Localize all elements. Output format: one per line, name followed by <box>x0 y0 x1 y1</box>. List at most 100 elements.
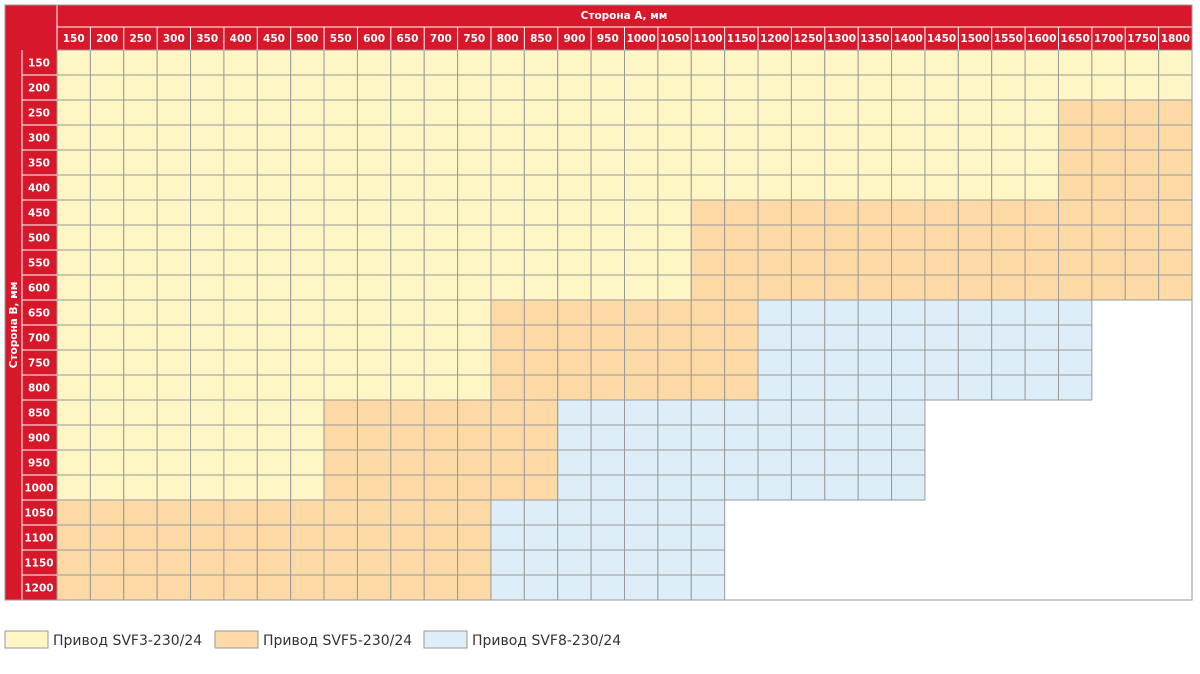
cell <box>190 324 225 351</box>
cell <box>891 449 926 476</box>
cell <box>256 499 292 526</box>
cell <box>757 249 792 276</box>
cell <box>290 49 325 76</box>
cell <box>1024 374 1059 401</box>
cell <box>724 49 759 76</box>
cell <box>457 249 492 276</box>
cell <box>624 124 659 151</box>
cell <box>156 399 192 426</box>
column-label: 1100 <box>693 33 722 45</box>
cell <box>290 74 325 101</box>
cell <box>523 224 559 251</box>
cell <box>356 124 392 151</box>
column-label: 1400 <box>894 33 923 45</box>
cell <box>190 574 225 601</box>
cell <box>423 549 459 576</box>
cell <box>1024 199 1059 226</box>
cell <box>156 549 192 576</box>
cell <box>757 224 792 251</box>
cell <box>824 174 859 201</box>
cell <box>1091 49 1126 76</box>
cell <box>256 349 292 376</box>
cell <box>590 499 626 526</box>
cell <box>156 474 192 501</box>
cell <box>123 274 158 301</box>
cell <box>1091 174 1126 201</box>
cell <box>123 224 158 251</box>
cell <box>891 174 926 201</box>
cell <box>457 424 492 451</box>
cell <box>89 199 125 226</box>
cell <box>690 499 726 526</box>
cell <box>323 74 358 101</box>
cell <box>557 574 592 601</box>
row-label: 1050 <box>24 508 53 520</box>
cell <box>824 399 859 426</box>
cell <box>523 349 559 376</box>
cell <box>123 524 158 551</box>
cell <box>323 499 358 526</box>
cell <box>190 374 225 401</box>
cell <box>290 574 325 601</box>
cell <box>557 49 592 76</box>
row-label: 850 <box>28 408 50 420</box>
column-label: 400 <box>230 33 252 45</box>
cell <box>1091 124 1126 151</box>
cell <box>390 124 425 151</box>
row-label: 650 <box>28 308 50 320</box>
cell <box>457 324 492 351</box>
cell <box>89 449 125 476</box>
cell <box>657 99 692 126</box>
cell <box>1124 149 1160 176</box>
cell <box>190 424 225 451</box>
cell <box>824 449 859 476</box>
cell <box>657 274 692 301</box>
column-label: 650 <box>397 33 419 45</box>
cell <box>323 474 358 501</box>
cell <box>457 174 492 201</box>
cell <box>190 49 225 76</box>
cell <box>423 574 459 601</box>
cell <box>557 524 592 551</box>
cell <box>290 549 325 576</box>
cell <box>523 474 559 501</box>
cell <box>223 274 258 301</box>
cell <box>724 174 759 201</box>
cell <box>490 324 525 351</box>
cell <box>1158 274 1193 301</box>
cell <box>323 49 358 76</box>
cell <box>557 149 592 176</box>
cell <box>323 224 358 251</box>
cell <box>223 549 258 576</box>
cell <box>590 399 626 426</box>
cell <box>89 74 125 101</box>
cell <box>89 574 125 601</box>
cell <box>1024 74 1059 101</box>
cell <box>1057 299 1093 326</box>
cell <box>490 499 525 526</box>
cell <box>590 49 626 76</box>
cell <box>223 524 258 551</box>
cell <box>290 149 325 176</box>
cell <box>523 124 559 151</box>
cell <box>190 224 225 251</box>
cell <box>56 274 91 301</box>
cell <box>156 149 192 176</box>
cell <box>356 99 392 126</box>
cell <box>1124 249 1160 276</box>
cell <box>390 149 425 176</box>
cell <box>123 49 158 76</box>
cell <box>490 574 525 601</box>
cell <box>857 124 893 151</box>
cell <box>991 249 1026 276</box>
cell <box>590 124 626 151</box>
cell <box>323 524 358 551</box>
cell <box>1057 274 1093 301</box>
cell <box>323 399 358 426</box>
cell <box>523 174 559 201</box>
cell <box>89 549 125 576</box>
cell <box>624 349 659 376</box>
cell <box>457 399 492 426</box>
cell <box>1057 124 1093 151</box>
cell <box>423 124 459 151</box>
